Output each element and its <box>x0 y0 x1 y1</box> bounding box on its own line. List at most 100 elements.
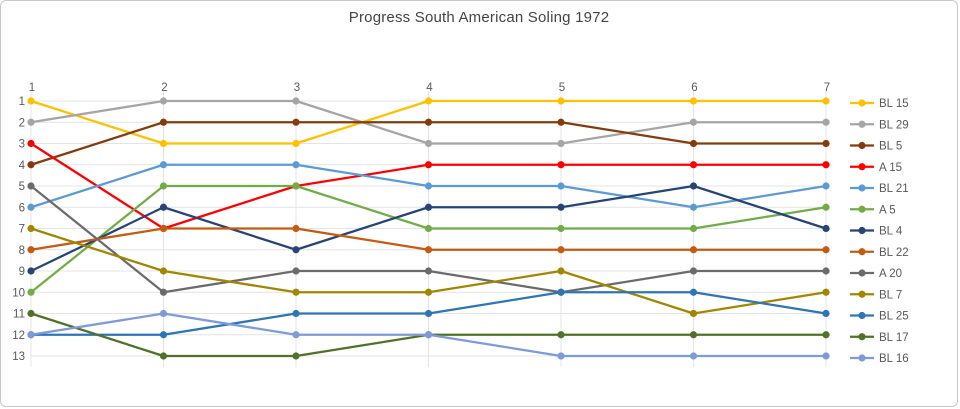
series-marker-a-20 <box>27 182 35 190</box>
series-marker-bl-29 <box>557 139 565 148</box>
legend-marker-swatch <box>858 141 866 150</box>
series-marker-bl-21 <box>292 161 300 169</box>
y-tick-label: 3 <box>19 139 25 151</box>
x-tick-label: 7 <box>824 82 830 94</box>
series-marker-bl-4 <box>689 182 698 190</box>
x-tick-label: 3 <box>294 82 300 94</box>
y-tick-label: 10 <box>12 287 25 299</box>
legend-item-bl-7[interactable]: BL 7 <box>850 289 902 301</box>
x-tick-label: 4 <box>426 82 433 94</box>
series-bl-21 <box>27 161 830 211</box>
series-marker-bl-25 <box>424 309 433 318</box>
y-tick-label: 8 <box>19 245 25 257</box>
series-marker-bl-29 <box>159 97 168 105</box>
legend-marker-swatch <box>858 205 866 213</box>
x-tick-label: 5 <box>559 82 565 94</box>
series-marker-bl-22 <box>689 246 698 254</box>
legend-item-bl-16[interactable]: BL 16 <box>850 353 909 365</box>
series-marker-bl-22 <box>822 246 830 254</box>
series-marker-bl-17 <box>159 352 168 360</box>
series-marker-bl-22 <box>557 246 565 254</box>
series-marker-a-5 <box>159 182 168 190</box>
series-marker-bl-5 <box>424 118 433 126</box>
series-marker-bl-7 <box>689 309 698 318</box>
legend-marker-swatch <box>858 226 866 235</box>
legend-label: BL 4 <box>879 226 903 238</box>
series-marker-bl-29 <box>424 139 433 148</box>
legend-marker-swatch <box>858 290 866 298</box>
legend: BL 15 BL 29 BL 5 A 15 BL 21 A 5 BL 4 BL 22 A 20 B… <box>850 98 909 365</box>
legend-item-bl-22[interactable]: BL 22 <box>850 247 909 259</box>
series-marker-bl-22 <box>424 246 433 254</box>
series-marker-a-5 <box>27 288 35 296</box>
chart-title: Progress South American Soling 1972 <box>348 9 610 26</box>
y-tick-label: 1 <box>19 96 25 108</box>
legend-label: A 5 <box>879 204 896 216</box>
y-tick-label: 12 <box>12 330 25 342</box>
series-bl-22 <box>27 224 830 254</box>
series-marker-bl-15 <box>689 97 698 105</box>
series-marker-bl-15 <box>424 97 433 105</box>
y-tick-label: 6 <box>19 202 25 214</box>
legend-item-a-20[interactable]: A 20 <box>850 268 902 280</box>
legend-item-bl-5[interactable]: BL 5 <box>850 141 902 153</box>
series-marker-bl-15 <box>27 97 35 105</box>
legend-marker-swatch <box>858 163 866 171</box>
series-marker-a-20 <box>159 288 168 296</box>
legend-item-a-5[interactable]: A 5 <box>850 204 896 216</box>
series-marker-bl-7 <box>424 288 433 296</box>
legend-item-a-15[interactable]: A 15 <box>850 162 902 174</box>
legend-item-bl-4[interactable]: BL 4 <box>850 226 903 238</box>
series-marker-a-5 <box>689 224 698 233</box>
series-marker-bl-4 <box>27 267 35 275</box>
series-marker-a-15 <box>424 161 433 169</box>
legend-item-bl-21[interactable]: BL 21 <box>850 183 909 195</box>
legend-marker-swatch <box>858 184 866 192</box>
legend-item-bl-25[interactable]: BL 25 <box>850 311 909 323</box>
series-bl-4 <box>27 182 830 275</box>
series-marker-bl-5 <box>159 118 168 126</box>
series-marker-bl-4 <box>557 203 565 211</box>
series-marker-bl-5 <box>822 139 830 148</box>
series-marker-bl-21 <box>689 203 698 211</box>
legend-marker-swatch <box>858 269 866 277</box>
x-tick-label: 6 <box>691 82 697 94</box>
series-marker-bl-5 <box>557 118 565 126</box>
series-marker-bl-29 <box>27 118 35 126</box>
legend-label: BL 22 <box>879 247 909 259</box>
y-tick-label: 2 <box>19 117 25 129</box>
series-marker-bl-17 <box>27 309 35 318</box>
series-marker-bl-16 <box>822 352 830 360</box>
legend-item-bl-15[interactable]: BL 15 <box>850 98 909 110</box>
legend-item-bl-17[interactable]: BL 17 <box>850 332 909 344</box>
series-marker-bl-21 <box>424 182 433 190</box>
legend-label: BL 25 <box>879 311 909 323</box>
legend-marker-swatch <box>858 248 866 256</box>
series-marker-bl-22 <box>27 246 35 254</box>
legend-item-bl-29[interactable]: BL 29 <box>850 119 909 131</box>
series-marker-a-5 <box>292 182 300 190</box>
series-marker-bl-17 <box>557 331 565 339</box>
series-a-5 <box>27 182 830 296</box>
series-marker-bl-16 <box>27 331 35 339</box>
series-marker-bl-25 <box>292 309 300 318</box>
series-bl-16 <box>27 309 830 360</box>
series-marker-bl-25 <box>822 309 830 318</box>
y-tick-label: 13 <box>12 351 25 363</box>
legend-label: BL 21 <box>879 183 909 195</box>
legend-marker-swatch <box>858 354 866 362</box>
series-marker-a-5 <box>822 203 830 211</box>
series-marker-a-15 <box>27 139 35 148</box>
series-marker-a-15 <box>557 161 565 169</box>
series-marker-bl-21 <box>557 182 565 190</box>
series-marker-bl-22 <box>292 224 300 233</box>
legend-label: A 20 <box>879 268 902 280</box>
y-tick-label: 9 <box>19 266 25 278</box>
series-marker-bl-7 <box>557 267 565 275</box>
series-marker-bl-17 <box>292 352 300 360</box>
legend-label: BL 17 <box>879 332 909 344</box>
legend-marker-swatch <box>858 333 866 341</box>
series-marker-a-5 <box>424 224 433 233</box>
